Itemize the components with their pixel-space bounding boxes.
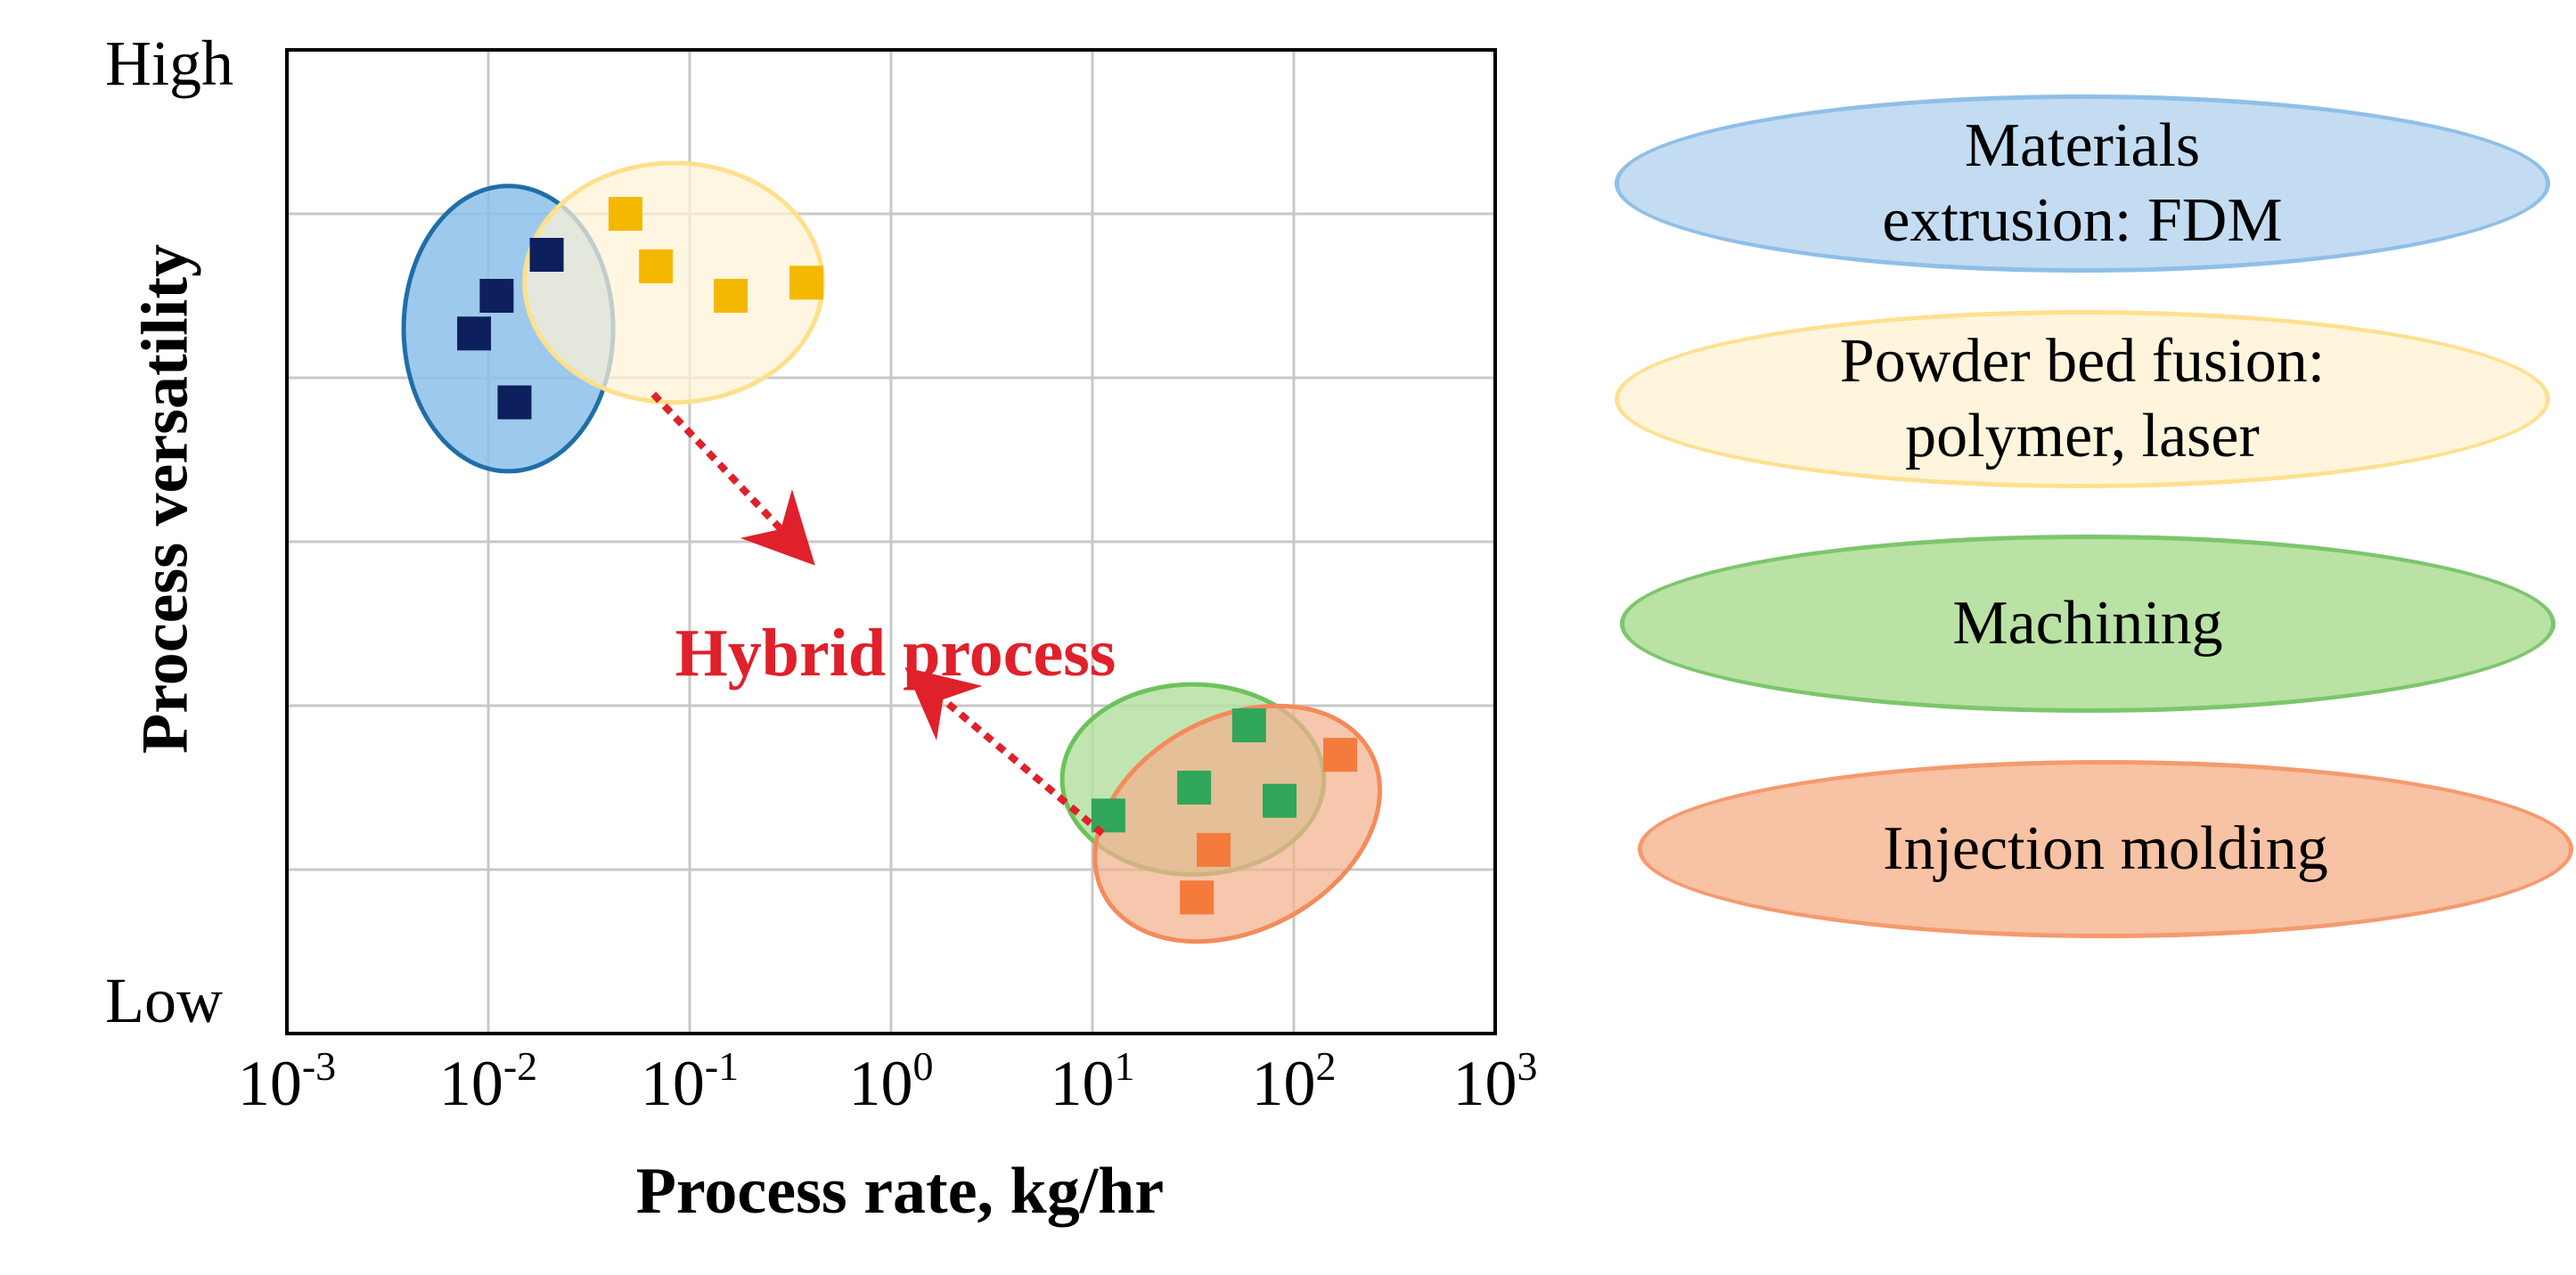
data-point <box>529 238 564 272</box>
hybrid-arrows <box>650 391 1105 837</box>
data-point <box>714 279 748 313</box>
data-point <box>639 249 674 283</box>
x-tick-label: 10-1 <box>640 1043 740 1119</box>
data-point <box>1177 771 1212 805</box>
legend-item: Injection molding <box>1638 760 2573 938</box>
x-tick-label: 100 <box>848 1043 934 1119</box>
data-point <box>1231 708 1266 743</box>
scatter-chart <box>285 48 1497 1035</box>
cluster-ellipses <box>401 160 1383 944</box>
legend-item: Powder bed fusion: polymer, laser <box>1615 310 2550 488</box>
x-tick-label: 10-3 <box>237 1043 337 1119</box>
legend-label: polymer, laser <box>1905 402 2260 470</box>
y-axis-title: Process versatility <box>128 244 202 754</box>
data-point <box>497 385 532 420</box>
data-point <box>608 197 642 231</box>
x-axis-title: Process rate, kg/hr <box>635 1155 1165 1228</box>
arrow-lower <box>904 666 1105 837</box>
data-point <box>1323 738 1358 772</box>
data-point <box>479 279 514 313</box>
data-point <box>457 316 492 351</box>
data-point <box>1180 880 1214 915</box>
legend-label: Materials <box>1964 111 2201 180</box>
ellipse-injection-molding <box>1092 703 1383 944</box>
x-tick-label: 103 <box>1452 1043 1538 1119</box>
legend-label: extrusion: FDM <box>1882 186 2283 255</box>
legend-item: Materials extrusion: FDM <box>1615 94 2550 273</box>
plot-frame <box>285 48 1497 1035</box>
data-point <box>1197 832 1231 867</box>
hybrid-process-annotation: Hybrid process <box>675 616 1116 691</box>
x-tick-label: 10-2 <box>438 1043 538 1119</box>
x-tick-label: 101 <box>1050 1043 1135 1119</box>
data-point <box>789 266 824 300</box>
legend-label: Machining <box>1952 589 2223 658</box>
data-point <box>1263 783 1297 818</box>
arrow-upper <box>650 391 815 566</box>
y-tick-high: High <box>105 28 233 99</box>
ellipse-powder-bed-fusion-polymer-laser <box>522 160 825 405</box>
legend-item: Machining <box>1620 535 2556 713</box>
y-tick-low: Low <box>105 965 223 1036</box>
legend-label: Powder bed fusion: <box>1839 327 2326 396</box>
legend-label: Injection molding <box>1883 814 2328 883</box>
x-tick-label: 102 <box>1251 1043 1337 1119</box>
